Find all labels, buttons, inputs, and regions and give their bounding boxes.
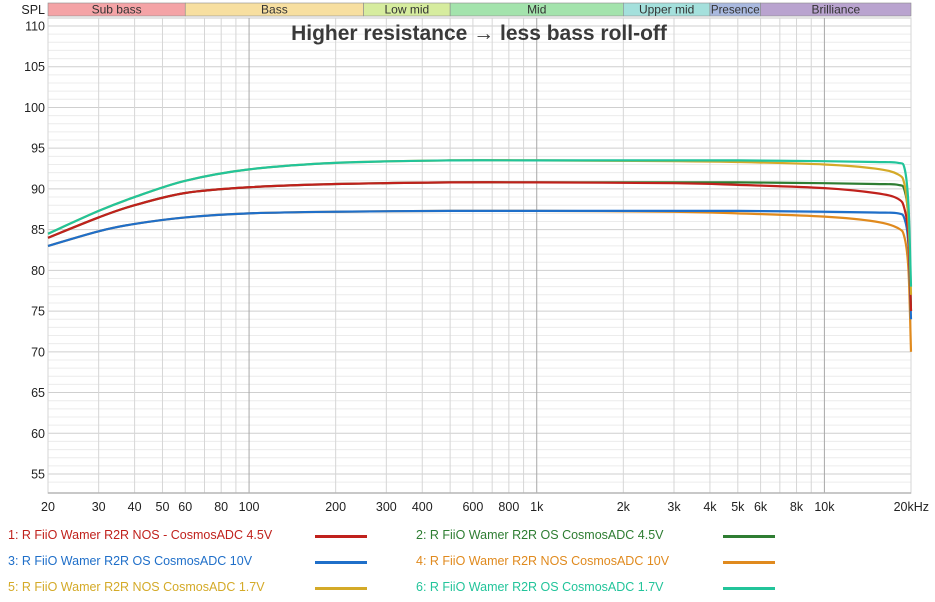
legend-label: 4: R FiiO Wamer R2R NOS CosmosADC 10V (416, 554, 670, 568)
x-tick-label: 100 (239, 500, 260, 514)
band-label: Low mid (384, 3, 429, 17)
y-tick-label: 60 (31, 427, 45, 441)
legend-item-2: 2: R FiiO Wamer R2R OS CosmosADC 4.5V (416, 524, 664, 546)
x-tick-label: 300 (376, 500, 397, 514)
legend-label: 2: R FiiO Wamer R2R OS CosmosADC 4.5V (416, 528, 664, 542)
chart-legend: 1: R FiiO Wamer R2R NOS - CosmosADC 4.5V… (0, 522, 935, 602)
x-tick-label: 6k (754, 500, 768, 514)
band-label: Presence (711, 3, 760, 17)
legend-label: 3: R FiiO Wamer R2R OS CosmosADC 10V (8, 554, 253, 568)
y-tick-label: 75 (31, 305, 45, 319)
legend-swatch-1 (315, 535, 367, 538)
series-line-3 (47, 209, 913, 320)
frequency-response-chart: Sub bass Bass Low mid Mid Upper mid Presence B… (21, 2, 929, 515)
x-tick-label: 400 (412, 500, 433, 514)
x-tick-label: 600 (462, 500, 483, 514)
x-tick-label: 20kHz (894, 500, 929, 514)
x-tick-label: 5k (731, 500, 745, 514)
x-tick-label: 60 (178, 500, 192, 514)
x-tick-label: 200 (325, 500, 346, 514)
chart-title: Higher resistance → less bass roll-off (291, 22, 668, 45)
legend-item-4: 4: R FiiO Wamer R2R NOS CosmosADC 10V (416, 550, 669, 572)
x-tick-label: 50 (156, 500, 170, 514)
legend-label: 5: R FiiO Wamer R2R NOS CosmosADC 1.7V (8, 580, 265, 594)
legend-swatch-3 (315, 561, 367, 564)
y-tick-label: 55 (31, 468, 45, 482)
y-tick-label: 85 (31, 223, 45, 237)
y-tick-label: 90 (31, 182, 45, 196)
band-label: Mid (527, 3, 546, 17)
y-tick-label: 70 (31, 345, 45, 359)
x-tick-label: 40 (128, 500, 142, 514)
x-tick-label: 80 (214, 500, 228, 514)
x-tick-label: 1k (530, 500, 544, 514)
x-tick-label: 10k (814, 500, 835, 514)
legend-swatch-2 (723, 535, 775, 538)
band-label: Sub bass (92, 3, 142, 17)
legend-swatch-4 (723, 561, 775, 564)
y-tick-label: 65 (31, 386, 45, 400)
x-tick-label: 2k (617, 500, 631, 514)
x-tick-label: 3k (667, 500, 681, 514)
legend-item-3: 3: R FiiO Wamer R2R OS CosmosADC 10V (8, 550, 252, 572)
y-tick-label: 100 (24, 101, 45, 115)
legend-item-1: 1: R FiiO Wamer R2R NOS - CosmosADC 4.5V (8, 524, 272, 546)
plot-area (47, 17, 912, 494)
legend-swatch-5 (315, 587, 367, 590)
y-axis-ticks: 55 60 65 70 75 80 85 90 95 100 105 110 (24, 20, 45, 482)
legend-label: 6: R FiiO Wamer R2R OS CosmosADC 1.7V (416, 580, 664, 594)
x-tick-label: 30 (92, 500, 106, 514)
y-tick-label: 105 (24, 60, 45, 74)
legend-swatch-6 (723, 587, 775, 590)
y-axis-label: SPL (21, 3, 45, 17)
band-label: Bass (261, 3, 288, 17)
x-tick-label: 8k (790, 500, 804, 514)
legend-label: 1: R FiiO Wamer R2R NOS - CosmosADC 4.5V (8, 528, 273, 542)
grid-lines (47, 18, 912, 494)
x-tick-label: 4k (703, 500, 717, 514)
band-label: Brilliance (811, 3, 860, 17)
frequency-bands-bar: Sub bass Bass Low mid Mid Upper mid Presence B… (47, 2, 912, 17)
band-brilliance (760, 2, 912, 17)
y-tick-label: 80 (31, 264, 45, 278)
x-tick-label: 800 (498, 500, 519, 514)
x-tick-label: 20 (41, 500, 55, 514)
legend-item-6: 6: R FiiO Wamer R2R OS CosmosADC 1.7V (416, 576, 664, 598)
series-lines (47, 159, 913, 352)
x-axis-ticks: 20 30 40 50 60 80 100 200 300 400 600 800 1k 2k 3k 4k 5k… (41, 500, 929, 514)
band-label: Upper mid (639, 3, 694, 17)
legend-item-5: 5: R FiiO Wamer R2R NOS CosmosADC 1.7V (8, 576, 265, 598)
series-line-6 (47, 159, 913, 287)
y-tick-label: 110 (25, 20, 45, 34)
y-tick-label: 95 (31, 142, 45, 156)
series-line-1 (47, 181, 913, 312)
